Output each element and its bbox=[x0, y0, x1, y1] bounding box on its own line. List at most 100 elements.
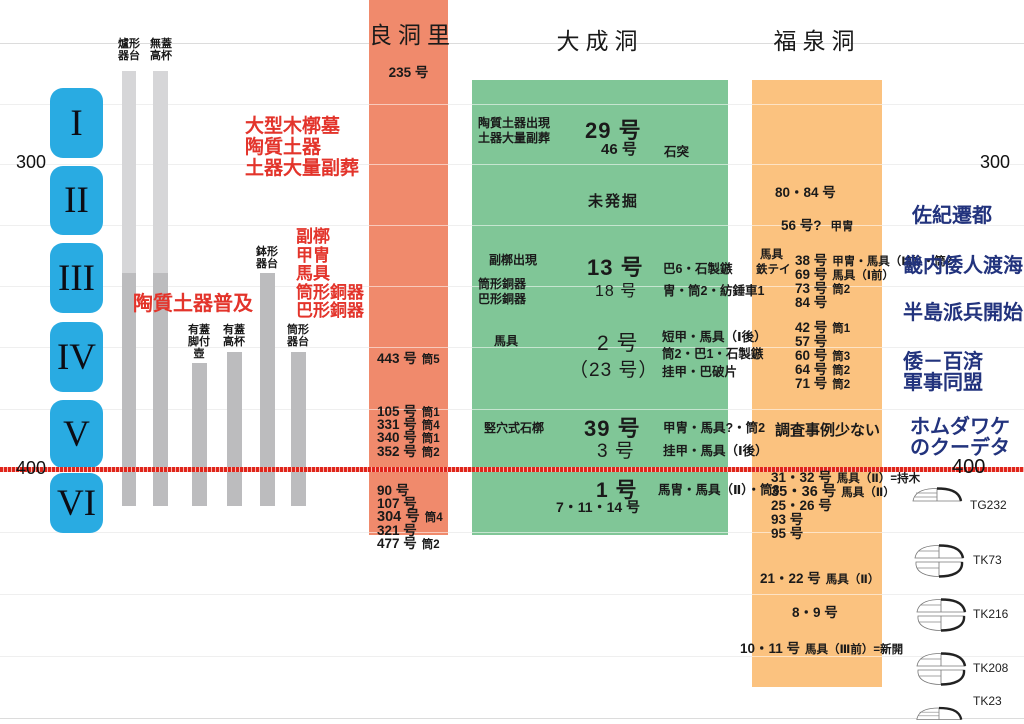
dae-tomb-46: 46 号 bbox=[601, 141, 637, 158]
bar-label-lidded-footed-jar: 有蓋 脚付 壺 bbox=[188, 324, 210, 360]
tomb-note: 筒1 bbox=[421, 407, 440, 419]
tomb-number: 56 号? bbox=[781, 218, 822, 233]
event-kinai-wa-crossing: 畿内倭人渡海 bbox=[903, 255, 1023, 277]
sueki-profile-tk23 bbox=[916, 706, 963, 720]
dae-tomb-23-note: 挂甲・巴破片 bbox=[662, 365, 738, 379]
axis-right-300: 300 bbox=[980, 152, 1011, 172]
dae-tomb-1: 1 号 bbox=[596, 479, 638, 502]
bar-label-cylindrical-stand: 筒形 器台 bbox=[287, 324, 309, 348]
dae-r3-left: 馬具 bbox=[494, 334, 519, 348]
bar-lidded-footed-jar bbox=[192, 363, 207, 506]
dae-tomb-1-note: 馬冑・馬具（Ⅱ）・筒8 bbox=[658, 483, 780, 497]
bok-group-3: 31・32 号馬具（Ⅱ）=持木 35・36 号馬具（Ⅱ） 25・26 号 93 … bbox=[771, 466, 921, 541]
tomb-row: 93 号 bbox=[771, 508, 920, 527]
tomb-note: 筒1 bbox=[832, 323, 851, 335]
bok-few-cases: 調査事例少ない bbox=[775, 422, 881, 439]
gridline bbox=[0, 43, 1024, 44]
dae-tomb-18: 18 号 bbox=[595, 283, 638, 300]
event-line: ホムダワケ bbox=[910, 416, 1010, 438]
tomb-note: 筒2 bbox=[832, 284, 851, 296]
tomb-number: 331 号 bbox=[377, 417, 417, 433]
tomb-number: 57 号 bbox=[795, 334, 828, 349]
dae-r2-left-a: 副槨出現 bbox=[489, 253, 538, 267]
gridline-overlay bbox=[0, 656, 1024, 657]
tomb-note: 馬具（Ⅱ） bbox=[841, 487, 895, 499]
event-line: のクーデタ bbox=[910, 437, 1010, 459]
dae-tomb-39-note: 甲冑・馬具?・筒2 bbox=[663, 421, 766, 435]
tomb-number: 340 号 bbox=[377, 430, 417, 446]
tomb-row: 95 号 bbox=[771, 522, 920, 541]
feature-label: 筒形銅器 bbox=[478, 277, 527, 291]
tomb-note: 馬具（Ⅰ前） bbox=[832, 270, 895, 282]
daeseongdong-title: 大成洞 bbox=[556, 29, 644, 54]
tomb-row: 73 号筒2 bbox=[795, 277, 952, 296]
tomb-row: 71 号筒2 bbox=[795, 372, 850, 391]
tomb-note: 筒2 bbox=[832, 379, 851, 391]
tomb-row: 321 号 bbox=[377, 519, 443, 538]
daeseongdong-column bbox=[472, 80, 728, 535]
period-box-5: V bbox=[50, 400, 103, 468]
annotation-line: 馬具 bbox=[296, 264, 330, 283]
bok-tomb-21-22: 21・22 号 馬具（Ⅱ） bbox=[760, 567, 879, 587]
period-numeral: V bbox=[63, 413, 90, 455]
period-box-3: III bbox=[50, 243, 103, 313]
bok-tomb-80-84: 80・84 号 bbox=[775, 185, 836, 200]
feature-label: 土器大量副葬 bbox=[478, 130, 551, 145]
tomb-number: 235 号 bbox=[388, 65, 429, 80]
tomb-note: 筒2 bbox=[421, 446, 440, 459]
annotation-line: 陶質土器 bbox=[245, 137, 322, 158]
tomb-number: 93 号 bbox=[771, 512, 804, 527]
period-box-6: VI bbox=[50, 473, 103, 533]
period-numeral: VI bbox=[56, 482, 97, 524]
annotation-stoneware-spread: 陶質土器普及 bbox=[133, 293, 253, 315]
feature-label: 陶質土器出現 bbox=[478, 116, 551, 130]
tomb-note: 筒1 bbox=[421, 433, 440, 446]
bar-cylindrical-stand bbox=[291, 352, 306, 506]
tomb-number: 321 号 bbox=[377, 522, 417, 538]
bar-label-lidless-cup: 無蓋 高杯 bbox=[150, 38, 172, 62]
dae-tomb-3: 3 号 bbox=[597, 441, 635, 462]
gridline-overlay bbox=[0, 594, 1024, 595]
tomb-row: 38 号甲冑・馬具（Ⅰ前）・筒2 bbox=[795, 249, 952, 268]
tomb-note: 筒2 bbox=[421, 538, 440, 551]
dae-tomb-2: 2 号 bbox=[597, 332, 639, 355]
tomb-row: 69 号馬具（Ⅰ前） bbox=[795, 263, 952, 282]
tomb-number: 107 号 bbox=[377, 496, 417, 512]
tomb-row: 35・36 号馬具（Ⅱ） bbox=[771, 480, 920, 500]
tomb-number: 25・26 号 bbox=[771, 498, 832, 513]
tomb-number: 31・32 号 bbox=[771, 470, 832, 485]
tomb-number: 69 号 bbox=[795, 267, 828, 282]
tomb-row: 352 号筒2 bbox=[377, 440, 440, 459]
bar-label-bowl-stand: 鉢形 器台 bbox=[256, 246, 278, 270]
tomb-number: 71 号 bbox=[795, 376, 828, 391]
gridline-overlay bbox=[0, 104, 1024, 105]
sueki-label-tk23: TK23 bbox=[973, 694, 1002, 708]
gridline-overlay bbox=[0, 286, 1024, 287]
annotation-line: 筒形銅器 bbox=[296, 282, 364, 302]
tomb-number: 38 号 bbox=[795, 253, 828, 268]
tomb-number: 73 号 bbox=[795, 281, 828, 296]
period-numeral: IV bbox=[56, 336, 97, 378]
annotation-line: 甲冑 bbox=[296, 245, 330, 265]
dae-tomb-39: 39 号 bbox=[584, 416, 641, 441]
gridline-overlay bbox=[0, 347, 1024, 348]
bar-furnace-stand bbox=[122, 273, 136, 506]
bar-label-lidded-cup: 有蓋 高杯 bbox=[223, 324, 245, 348]
annotation-line: 土器大量副葬 bbox=[245, 158, 360, 179]
axis-left-300: 300 bbox=[16, 152, 47, 172]
bar-lidless-cup bbox=[153, 273, 168, 506]
dae-tomb-13: 13 号 bbox=[587, 255, 644, 280]
sueki-profile-tg232 bbox=[912, 487, 963, 502]
tomb-note: 馬具（Ⅱ）=持木 bbox=[836, 473, 921, 485]
yangdongri-title: 良洞里 bbox=[369, 23, 456, 48]
tomb-row: 60 号筒3 bbox=[795, 344, 850, 363]
gridline-overlay bbox=[0, 532, 1024, 533]
bokcheondong-column bbox=[752, 80, 882, 687]
bar-label-furnace-stand: 爐形 器台 bbox=[118, 38, 140, 62]
sueki-profile-tk73 bbox=[914, 544, 965, 578]
bok-group-1: 38 号甲冑・馬具（Ⅰ前）・筒2 69 号馬具（Ⅰ前） 73 号筒2 84 号 bbox=[795, 249, 952, 310]
bar-furnace-stand-early bbox=[122, 71, 136, 273]
tomb-number: 42 号 bbox=[795, 320, 828, 335]
dae-tomb-13-note: 巴6・石製鏃 bbox=[663, 262, 733, 276]
